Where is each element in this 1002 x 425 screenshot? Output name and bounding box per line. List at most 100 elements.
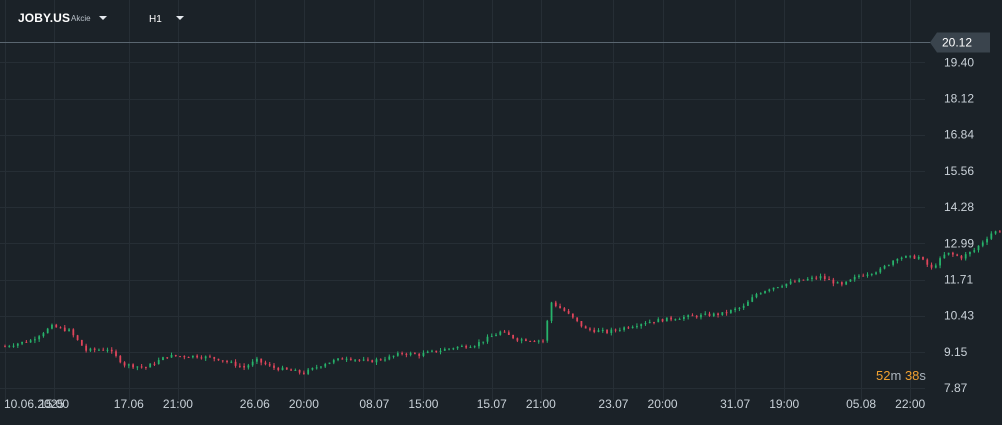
candle-body [345, 358, 348, 360]
candle-body [213, 357, 216, 359]
y-tick-label: 14.28 [944, 200, 974, 214]
candle-body [482, 341, 485, 343]
candle-body [33, 339, 36, 341]
candle-body [922, 256, 924, 260]
candle-body [98, 349, 100, 351]
x-tick-label: 22:00 [895, 397, 925, 411]
candle-body [896, 258, 899, 261]
candle-body [913, 255, 916, 259]
symbol-name[interactable]: JOBY.US [18, 11, 71, 25]
candle-body [495, 334, 497, 337]
candle-body [580, 321, 583, 327]
candle-body [990, 233, 993, 239]
candle-body [140, 366, 143, 368]
candle-body [951, 252, 954, 255]
candle-body [597, 330, 600, 333]
x-tick-label: 31.07 [720, 397, 750, 411]
candle-body [371, 360, 374, 363]
y-tick-label: 9.15 [944, 345, 968, 359]
candle-body [174, 354, 177, 357]
candle-body [631, 326, 634, 328]
candle-body [768, 289, 771, 292]
candle-body [520, 339, 523, 341]
timeframe-dropdown-icon[interactable] [176, 16, 184, 20]
candle-body [708, 313, 711, 316]
candle-body [571, 313, 574, 318]
chart-toolbar: JOBY.US Akcie H1 [0, 0, 1002, 34]
symbol-dropdown-icon[interactable] [99, 16, 107, 20]
candle-body [533, 341, 536, 343]
x-tick-label: 20:00 [289, 397, 319, 411]
candle-body [115, 351, 117, 356]
candle-body [785, 283, 788, 287]
candle-body [72, 329, 75, 336]
candle-body [448, 348, 450, 350]
candle-body [657, 319, 660, 323]
candle-body [42, 333, 45, 337]
y-tick-label: 7.87 [944, 381, 968, 395]
grid-lines [0, 0, 925, 400]
candle-body [486, 336, 489, 342]
candle-body [354, 359, 357, 361]
candle-body [375, 359, 378, 363]
candle-body [294, 369, 297, 371]
candle-body [80, 340, 83, 346]
candle-body [268, 364, 271, 366]
candle-body [166, 357, 169, 359]
candle-body [674, 319, 677, 321]
candle-body [550, 302, 553, 321]
candle-body [196, 355, 199, 358]
candle-body [12, 345, 15, 347]
candle-body [136, 366, 139, 368]
candle-body [815, 277, 818, 279]
candle-body [969, 251, 971, 255]
y-tick-label: 10.43 [944, 309, 974, 323]
candle-body [623, 327, 626, 330]
candle-body [926, 259, 929, 265]
candle-body [772, 287, 775, 290]
candle-body [614, 329, 617, 331]
candle-body [644, 323, 647, 325]
candle-body [123, 362, 126, 366]
candle-body [465, 345, 468, 348]
candle-body [930, 264, 933, 268]
candle-body [106, 349, 109, 351]
candle-body [153, 363, 156, 365]
y-tick-label: 16.84 [944, 128, 974, 142]
candle-body [729, 310, 732, 313]
candle-body [593, 329, 596, 333]
candle-body [802, 279, 805, 281]
candle-body [986, 238, 988, 243]
candle-body [811, 277, 813, 279]
candle-body [516, 338, 519, 341]
candle-body [879, 268, 882, 273]
candle-body [537, 340, 540, 342]
timeframe-selector[interactable]: H1 [149, 14, 162, 25]
countdown-seconds: 38 [904, 368, 920, 383]
candle-body [298, 369, 301, 373]
candle-body [960, 255, 963, 259]
current-price-label: 20.12 [942, 36, 972, 50]
candle-body [21, 341, 23, 344]
candle-body [119, 355, 122, 363]
candle-body [998, 231, 1001, 233]
x-tick-label: 21:00 [163, 397, 193, 411]
x-tick-label: 17.06 [114, 397, 144, 411]
candle-body [823, 276, 826, 280]
y-tick-label: 18.12 [944, 92, 974, 106]
y-tick-label: 19.40 [944, 55, 974, 69]
candle-body [384, 359, 386, 361]
candle-body [285, 367, 288, 370]
candle-body [840, 282, 843, 285]
candle-body [93, 348, 96, 350]
candle-body [443, 348, 446, 351]
candle-body [379, 359, 382, 361]
candle-body [68, 329, 70, 332]
candle-body [290, 369, 292, 371]
candle-body [247, 365, 250, 368]
x-tick-label: 26.06 [240, 397, 270, 411]
candle-body [977, 245, 980, 251]
